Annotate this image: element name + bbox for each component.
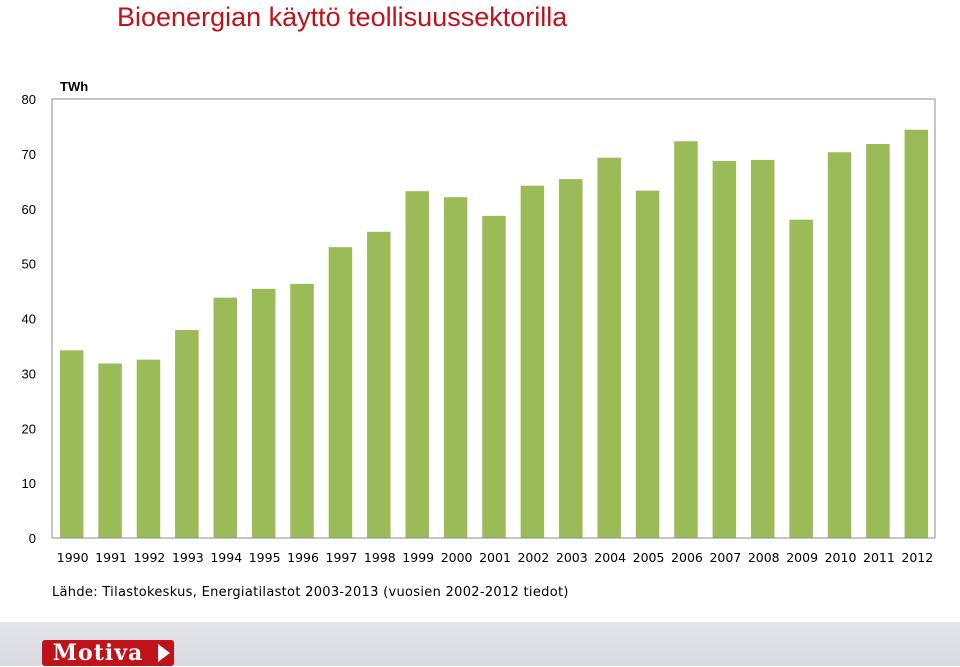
x-tick-label: 1996 <box>287 550 319 565</box>
x-tick-label: 2002 <box>517 550 549 565</box>
x-tick-label: 2009 <box>786 550 818 565</box>
bar <box>290 283 314 538</box>
x-tick-label: 2000 <box>441 550 473 565</box>
x-tick-label: 2010 <box>825 550 857 565</box>
bar <box>712 161 737 539</box>
bar <box>328 247 353 538</box>
x-tick-label: 1990 <box>57 550 89 565</box>
x-tick-label: 2011 <box>863 550 895 565</box>
x-tick-label: 2005 <box>633 550 665 565</box>
x-tick-label: 2003 <box>556 550 588 565</box>
bar <box>59 350 84 538</box>
x-tick-label: 1995 <box>249 550 281 565</box>
source-note: Lähde: Tilastokeskus, Energiatilastot 20… <box>52 585 569 600</box>
bar <box>367 231 391 539</box>
bar <box>597 157 621 538</box>
x-tick-label: 1994 <box>210 550 242 565</box>
bar <box>405 191 429 538</box>
motiva-logo[interactable]: Motiva <box>42 640 174 666</box>
bar <box>674 141 698 538</box>
x-tick-label: 1998 <box>364 550 396 565</box>
bar <box>251 288 276 538</box>
chart-title: Bioenergian käyttö teollisuussektorilla <box>117 2 568 32</box>
bar <box>904 129 929 539</box>
bar <box>635 190 660 539</box>
bar <box>520 185 545 538</box>
x-tick-label: 2006 <box>671 550 703 565</box>
x-tick-label: 2007 <box>709 550 741 565</box>
bar <box>175 330 199 538</box>
x-tick-label: 2012 <box>901 550 933 565</box>
x-tick-label: 1991 <box>95 550 127 565</box>
y-tick-label: 60 <box>22 202 36 217</box>
bar <box>98 363 122 538</box>
bar <box>827 152 852 538</box>
y-tick-label: 10 <box>22 476 36 491</box>
bar <box>482 215 506 539</box>
x-tick-label: 1992 <box>134 550 166 565</box>
x-tick-label: 2004 <box>594 550 626 565</box>
bar <box>136 359 161 538</box>
x-tick-label: 1999 <box>402 550 434 565</box>
y-tick-label: 30 <box>22 366 36 381</box>
y-axis-label: TWh <box>60 79 88 94</box>
bar <box>213 297 238 538</box>
x-tick-label: 2008 <box>748 550 780 565</box>
arrow-icon <box>158 644 170 662</box>
logo-wordmark: Motiva <box>52 640 144 666</box>
y-tick-label: 20 <box>22 421 36 436</box>
x-tick-label: 2001 <box>479 550 511 565</box>
bar <box>789 219 813 538</box>
x-tick-label: 1993 <box>172 550 204 565</box>
bar <box>559 179 583 538</box>
y-tick-label: 0 <box>29 531 36 546</box>
y-tick-label: 40 <box>22 312 36 327</box>
y-tick-label: 50 <box>22 257 36 272</box>
bar <box>750 159 775 538</box>
x-tick-label: 1997 <box>326 550 358 565</box>
y-tick-label: 70 <box>22 147 36 162</box>
y-tick-label: 80 <box>22 92 36 107</box>
bar <box>866 143 890 538</box>
bar <box>443 197 468 538</box>
